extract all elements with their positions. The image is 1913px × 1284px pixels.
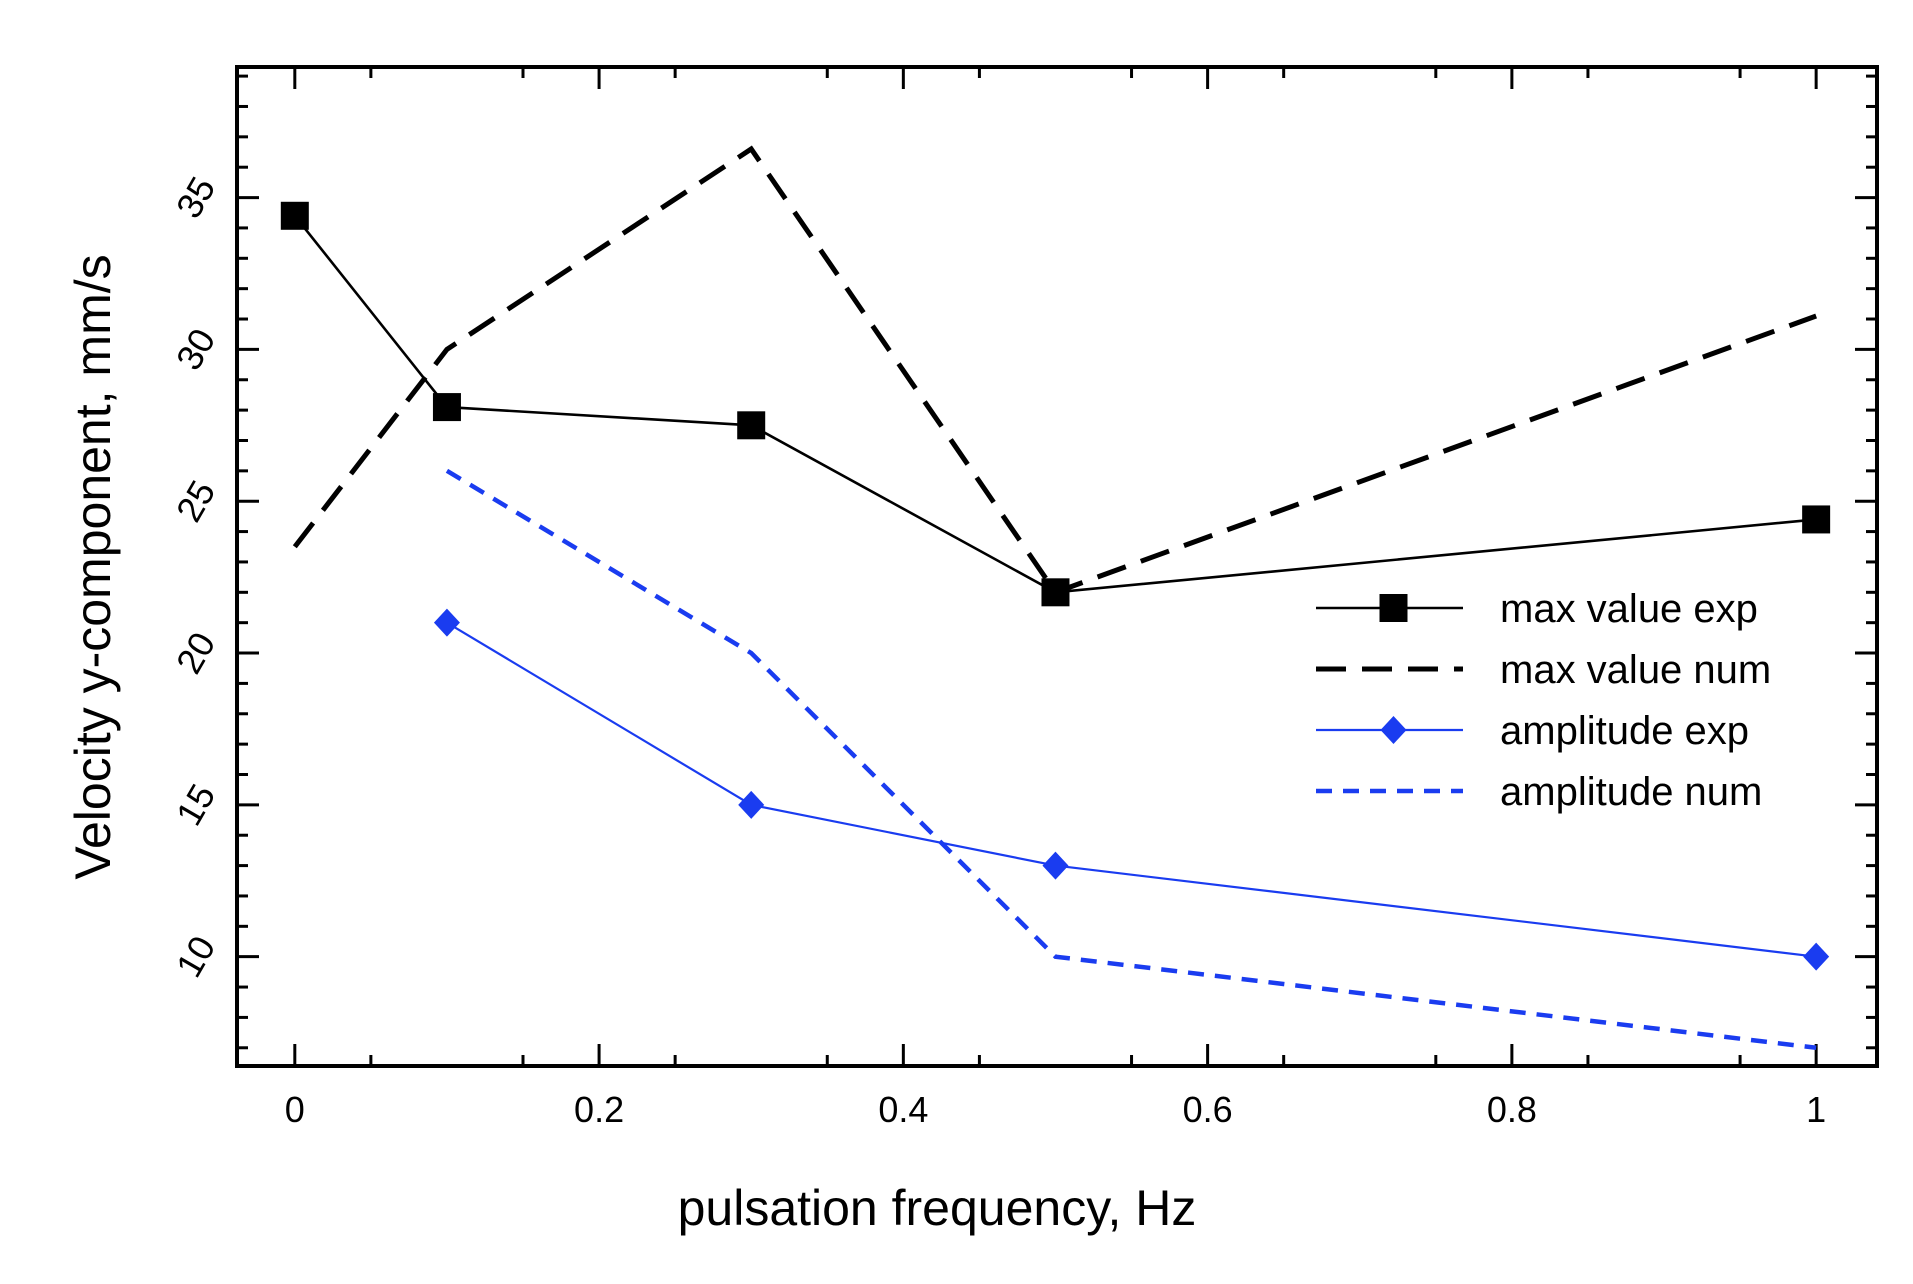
minor-ticks bbox=[237, 67, 1877, 1066]
data-point bbox=[433, 608, 460, 637]
legend: max value exp max value num amplitude exp a… bbox=[1316, 587, 1771, 814]
x-tick-label: 0 bbox=[285, 1089, 305, 1130]
series-line bbox=[445, 468, 1817, 1051]
data-point bbox=[280, 201, 309, 230]
series-layer bbox=[280, 145, 1831, 1051]
series-line bbox=[292, 145, 1818, 596]
y-axis-ticks: 10 15 20 25 30 35 bbox=[168, 170, 1877, 984]
series-max-value-exp bbox=[280, 201, 1831, 607]
legend-marker bbox=[1379, 594, 1408, 622]
legend-label: max value exp bbox=[1500, 587, 1758, 631]
legend-label: max value num bbox=[1500, 648, 1771, 692]
x-tick-label: 0.2 bbox=[574, 1089, 624, 1130]
x-tick-label: 1 bbox=[1806, 1089, 1826, 1130]
x-tick-label: 0.4 bbox=[878, 1089, 928, 1130]
data-point bbox=[738, 790, 765, 819]
x-axis-title: pulsation frequency, Hz bbox=[678, 1180, 1197, 1236]
y-tick-label: 15 bbox=[168, 777, 224, 832]
y-tick-label: 35 bbox=[168, 170, 224, 225]
y-tick-label: 30 bbox=[168, 322, 224, 377]
y-tick-label: 20 bbox=[168, 625, 224, 680]
series-amplitude-exp bbox=[433, 608, 1830, 971]
data-point bbox=[1042, 851, 1069, 880]
legend-marker bbox=[1380, 716, 1407, 744]
legend-label: amplitude exp bbox=[1500, 709, 1749, 753]
y-tick-label: 10 bbox=[168, 929, 224, 984]
plot-frame bbox=[235, 65, 1879, 1068]
data-point bbox=[1802, 505, 1831, 534]
y-tick-label: 25 bbox=[168, 473, 224, 528]
series-max-value-num bbox=[292, 145, 1818, 596]
data-point bbox=[432, 393, 461, 422]
x-axis-ticks: 0 0.2 0.4 0.6 0.8 1 bbox=[285, 67, 1826, 1130]
data-point bbox=[737, 411, 766, 440]
x-tick-label: 0.8 bbox=[1487, 1089, 1537, 1130]
data-point bbox=[1803, 942, 1830, 971]
legend-label: amplitude num bbox=[1500, 770, 1762, 814]
series-line bbox=[293, 214, 1817, 594]
y-axis-title: Velocity y-component, mm/s bbox=[65, 254, 121, 879]
series-line bbox=[446, 621, 1817, 958]
series-amplitude-num bbox=[445, 468, 1817, 1051]
x-tick-label: 0.6 bbox=[1183, 1089, 1233, 1130]
